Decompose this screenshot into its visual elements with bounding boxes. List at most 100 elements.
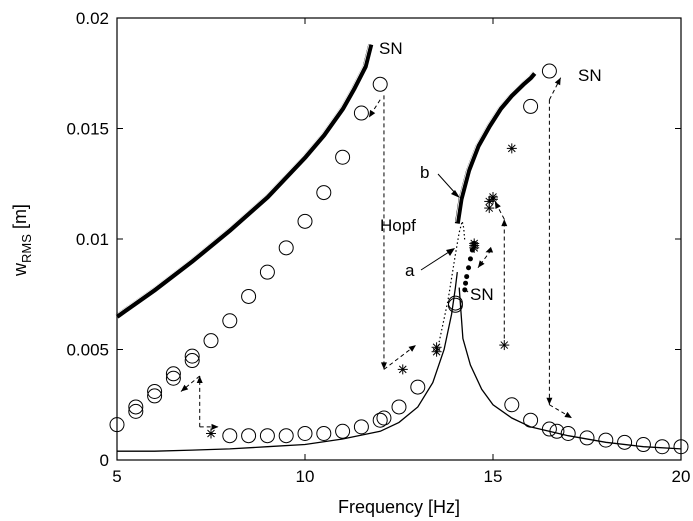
x-tick-label: 10	[296, 467, 315, 486]
x-tick-label: 15	[484, 467, 503, 486]
data-point-circle	[335, 423, 351, 439]
y-tick-label: 0.01	[76, 230, 109, 249]
data-point-circle	[353, 419, 369, 435]
data-point-circle	[447, 295, 463, 311]
data-point-circle	[410, 379, 426, 395]
data-point-circle	[335, 149, 351, 165]
annotation-sn-right: SN	[578, 66, 602, 85]
series-dot	[466, 265, 472, 271]
annotation-sn-lower-pointer	[463, 287, 469, 293]
data-point-star	[206, 428, 216, 439]
annotation-sn-lower: SN	[470, 285, 494, 304]
annotation-hopf: Hopf	[380, 216, 416, 235]
star-stroke	[398, 365, 407, 374]
star-stroke	[207, 429, 215, 438]
star-stroke	[432, 343, 441, 352]
star-stroke	[507, 144, 516, 153]
series-dot	[462, 287, 468, 293]
data-point-star	[506, 143, 517, 154]
ticks-layer: 5 10 15 20 0 0.005 0.01 0.015 0.02	[66, 9, 690, 486]
star-stroke	[500, 341, 509, 349]
data-point-star	[484, 203, 495, 214]
data-point-star	[397, 364, 408, 375]
jump-arrowhead	[564, 411, 572, 419]
data-point-circle	[184, 348, 200, 364]
data-layer	[109, 42, 689, 455]
star-stroke	[470, 239, 479, 248]
data-point-circle	[560, 425, 576, 441]
data-point-circle	[241, 288, 257, 304]
x-tick-label: 5	[112, 467, 121, 486]
series-line-dotted	[436, 221, 466, 355]
data-point-circle	[353, 105, 369, 121]
data-point-circle	[579, 430, 595, 446]
x-axis-label: Frequency [Hz]	[338, 497, 460, 517]
data-point-circle	[297, 213, 313, 229]
data-point-circle	[222, 428, 238, 444]
y-tick-label: 0	[100, 451, 109, 470]
jump-arrowhead	[211, 423, 219, 430]
jump-arrowhead	[368, 109, 376, 118]
data-point-circle	[316, 425, 332, 441]
series-dot	[467, 256, 473, 262]
data-point-circle	[128, 399, 144, 415]
data-point-circle	[635, 437, 651, 453]
data-point-circle	[654, 439, 670, 455]
jump-arrowhead	[196, 376, 203, 384]
data-point-star	[499, 340, 510, 351]
data-point-circle	[165, 366, 181, 382]
jump-arrowhead	[485, 246, 494, 253]
series-line-highlight	[115, 42, 370, 316]
y-axis-label-unit: [m]	[10, 204, 30, 234]
data-point-circle	[203, 333, 219, 349]
y-tick-label: 0.015	[66, 120, 109, 139]
data-point-circle	[278, 240, 294, 256]
series-line-thick-black	[454, 71, 537, 224]
data-point-circle	[259, 428, 275, 444]
series-line-highlight	[455, 71, 534, 223]
data-point-circle	[278, 428, 294, 444]
series-dot	[464, 274, 470, 280]
data-point-circle	[549, 423, 565, 439]
data-point-circle	[372, 76, 388, 92]
data-point-circle	[222, 313, 238, 329]
series-line-thin-black	[458, 287, 682, 450]
data-point-circle	[523, 412, 539, 428]
data-point-star	[488, 194, 498, 205]
y-axis-label-sub: RMS	[19, 234, 34, 263]
data-point-circle	[184, 353, 200, 369]
data-point-star	[469, 238, 480, 249]
data-point-circle	[523, 98, 539, 114]
data-point-circle	[504, 397, 520, 413]
y-axis-label: wRMS [m]	[10, 204, 34, 277]
jump-arrowhead	[494, 201, 501, 210]
data-point-circle	[376, 410, 392, 426]
annotation-sn-left: SN	[379, 39, 403, 58]
data-point-circle	[259, 264, 275, 280]
data-point-circle	[391, 399, 407, 415]
jump-arrowhead	[554, 77, 561, 86]
data-point-circle	[147, 388, 163, 404]
star-stroke	[485, 204, 494, 212]
series-line-thin-black	[117, 272, 458, 452]
jump-arrowhead	[501, 219, 508, 227]
annotation-b-pointer	[437, 173, 457, 195]
x-tick-label: 20	[672, 467, 691, 486]
annotation-b: b	[420, 163, 429, 182]
data-point-circle	[128, 403, 144, 419]
data-point-star	[431, 342, 442, 353]
data-point-circle	[147, 383, 163, 399]
annotation-a-arrowhead	[446, 248, 455, 256]
jump-arrowhead	[546, 397, 553, 405]
data-point-circle	[316, 185, 332, 201]
y-axis-label-main: w	[10, 262, 30, 277]
series-line-thick-black	[115, 43, 374, 319]
data-point-circle	[598, 432, 614, 448]
jump-arrowhead	[180, 384, 189, 392]
jump-arrow-line	[477, 249, 492, 269]
data-point-circle	[241, 428, 257, 444]
data-point-circle	[541, 63, 557, 79]
y-tick-label: 0.02	[76, 9, 109, 28]
annotation-a: a	[405, 261, 415, 280]
